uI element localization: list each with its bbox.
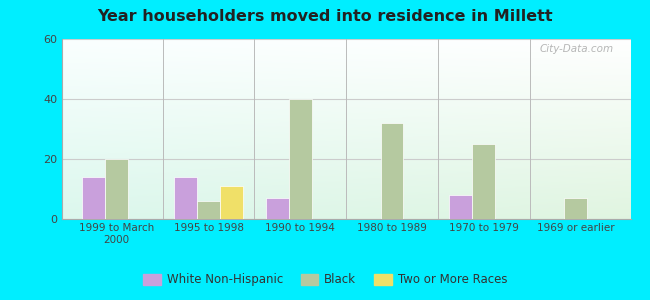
Bar [380,123,404,219]
Bar [473,144,495,219]
Bar [105,159,128,219]
Bar [289,99,312,219]
Bar [83,177,105,219]
Bar [197,201,220,219]
Text: City-Data.com: City-Data.com [540,44,614,54]
Bar [220,186,243,219]
Bar [266,198,289,219]
Text: Year householders moved into residence in Millett: Year householders moved into residence i… [98,9,552,24]
Bar [449,195,473,219]
Bar [174,177,197,219]
Bar [564,198,587,219]
Legend: White Non-Hispanic, Black, Two or More Races: White Non-Hispanic, Black, Two or More R… [138,269,512,291]
